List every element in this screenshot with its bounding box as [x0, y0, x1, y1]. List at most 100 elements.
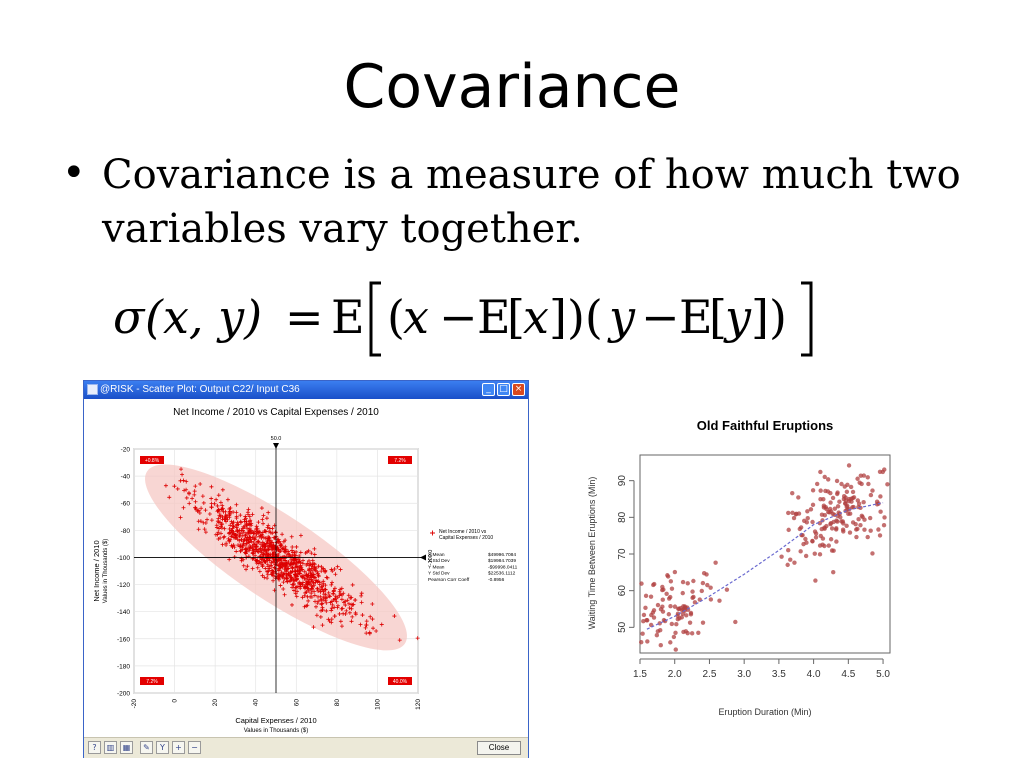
data-point [163, 483, 168, 488]
y-tick-label: -140 [117, 609, 130, 616]
data-point [684, 613, 689, 618]
data-point [280, 532, 285, 537]
data-point [846, 463, 852, 468]
zoom-out-icon[interactable]: − [188, 741, 201, 754]
data-point [242, 524, 247, 529]
data-point [660, 597, 665, 602]
data-point [224, 515, 229, 520]
data-point [344, 608, 349, 613]
data-point [214, 523, 219, 528]
data-point [262, 547, 267, 552]
data-point [865, 475, 870, 480]
quadrant-label: 7.2% [146, 679, 158, 685]
minimize-icon[interactable]: _ [482, 383, 495, 396]
data-point [829, 526, 835, 531]
window-title-bar[interactable]: @RISK - Scatter Plot: Output C22/ Input … [84, 381, 528, 399]
data-point [855, 476, 860, 481]
maximize-icon[interactable]: □ [497, 383, 510, 396]
data-point [700, 620, 706, 625]
chart-icon[interactable]: ▥ [104, 741, 117, 754]
data-point [267, 558, 272, 563]
stat-label: X Mean [428, 552, 445, 558]
data-point [303, 551, 308, 556]
data-point [655, 602, 661, 608]
formula-sigma: σ [113, 290, 146, 344]
data-point [817, 552, 823, 557]
filter-icon[interactable]: Y [156, 741, 169, 754]
data-point [319, 597, 324, 602]
data-point [861, 499, 866, 505]
data-point [668, 604, 673, 609]
data-point [669, 621, 675, 627]
data-point [311, 625, 316, 630]
close-button[interactable]: Close [477, 741, 521, 755]
data-point [245, 564, 250, 569]
data-point [338, 567, 343, 572]
formula-y: y [607, 290, 636, 344]
data-point [648, 594, 654, 599]
settings-icon[interactable]: ✎ [140, 741, 153, 754]
data-point [269, 540, 274, 545]
data-point [822, 474, 827, 480]
data-point [291, 578, 296, 583]
data-point [313, 599, 318, 604]
data-point [245, 523, 250, 528]
data-point [269, 563, 274, 568]
data-point [218, 536, 223, 541]
data-point [353, 598, 358, 603]
data-point [318, 589, 323, 594]
data-point [277, 549, 282, 554]
data-point [658, 643, 663, 648]
data-point [291, 583, 296, 588]
risk-scatter-window[interactable]: @RISK - Scatter Plot: Output C22/ Input … [83, 380, 529, 758]
data-point [247, 519, 252, 524]
data-point [810, 519, 815, 525]
data-point [234, 522, 239, 527]
data-point [298, 550, 303, 555]
data-point [312, 552, 317, 557]
data-point [790, 490, 795, 496]
grid-icon[interactable]: ▦ [120, 741, 133, 754]
risk-points [163, 467, 420, 643]
data-point [846, 511, 851, 517]
data-point [308, 571, 313, 576]
formula-x: x [403, 290, 429, 344]
data-point [273, 566, 278, 571]
data-point [175, 486, 180, 491]
data-point [226, 531, 231, 536]
data-point [309, 591, 314, 596]
data-point [882, 467, 887, 472]
data-point [315, 571, 320, 576]
data-point [186, 490, 191, 495]
help-icon[interactable]: ? [88, 741, 101, 754]
data-point [247, 514, 252, 519]
data-point [167, 495, 172, 500]
formula-equals: = [285, 290, 324, 344]
data-point [329, 582, 334, 587]
data-point [216, 508, 221, 513]
data-point [854, 527, 859, 532]
data-point [290, 565, 295, 570]
y-tick-label: -60 [121, 501, 131, 508]
data-point [199, 506, 204, 511]
data-point [674, 622, 679, 627]
x-tick-label: 3.5 [772, 669, 786, 680]
data-point [831, 569, 836, 575]
data-point [297, 559, 302, 564]
data-point [203, 508, 208, 513]
close-icon[interactable]: × [512, 383, 525, 396]
zoom-in-icon[interactable]: + [172, 741, 185, 754]
x-marker-handle[interactable] [273, 443, 279, 449]
data-point [302, 593, 307, 598]
data-point [231, 524, 236, 529]
data-point [265, 562, 270, 567]
data-point [244, 542, 249, 547]
data-point [644, 617, 649, 623]
data-point [323, 587, 328, 592]
data-point [263, 529, 268, 534]
trend-line [646, 502, 884, 630]
data-point [256, 540, 261, 545]
data-point [209, 518, 214, 523]
y-marker-handle[interactable] [420, 554, 426, 561]
data-point [220, 542, 225, 547]
